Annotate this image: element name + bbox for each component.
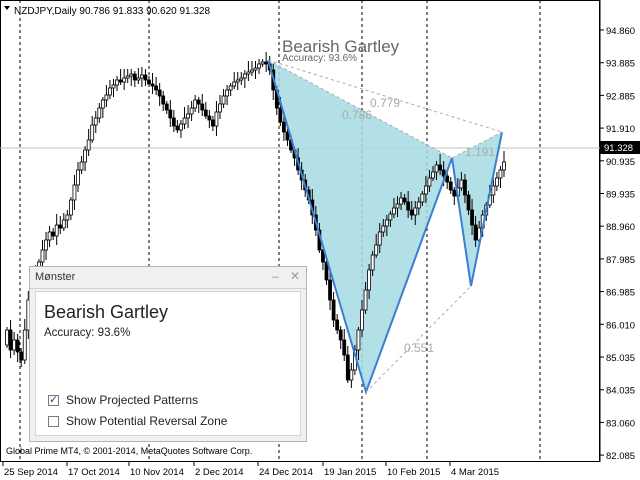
ratio-bc: 0.551 xyxy=(404,341,434,355)
ratio-xb: 0.786 xyxy=(342,108,372,122)
panel-pattern-name: Bearish Gartley xyxy=(44,302,169,322)
option-show-prz[interactable]: Show Potential Reversal Zone xyxy=(48,414,227,428)
price-tick-label: 90.935 xyxy=(606,157,635,168)
option-show-projected-patterns[interactable]: Show Projected Patterns xyxy=(48,393,198,407)
ratio-cd: 1.191 xyxy=(465,145,495,159)
date-tick-label: 25 Sep 2014 xyxy=(4,467,58,478)
pattern-label: Bearish Gartley xyxy=(282,37,400,56)
ratio-xd: 0.779 xyxy=(370,96,400,110)
panel-body: Bearish Gartley Accuracy: 93.6% Show Pro… xyxy=(35,291,301,436)
price-tick-label: 91.910 xyxy=(606,124,635,135)
price-tick-label: 86.010 xyxy=(606,320,635,331)
price-tick-label: 89.935 xyxy=(606,190,635,201)
date-axis: 25 Sep 2014 17 Oct 2014 10 Nov 2014 2 Dec 2… xyxy=(2,462,499,478)
price-tick-label: 88.960 xyxy=(606,222,635,233)
date-tick-label: 10 Nov 2014 xyxy=(130,467,184,478)
panel-header[interactable]: Mønster – ✕ xyxy=(30,267,306,289)
price-tick-label: 84.035 xyxy=(606,386,635,397)
current-price-tag xyxy=(600,141,640,154)
price-tick-label: 92.885 xyxy=(606,91,635,102)
ratio-lines xyxy=(267,59,503,393)
pattern-panel[interactable]: Mønster – ✕ Bearish Gartley Accuracy: 93… xyxy=(29,266,307,442)
price-tick-label: 83.060 xyxy=(606,418,635,429)
date-tick-label: 10 Feb 2015 xyxy=(387,467,440,478)
date-tick-label: 24 Dec 2014 xyxy=(259,467,313,478)
date-tick-label: 2 Dec 2014 xyxy=(195,467,244,478)
pattern-accuracy-label: Accuracy: 93.6% xyxy=(282,53,357,64)
dropdown-triangle-icon[interactable] xyxy=(4,6,10,10)
price-axis: 94.860 93.885 92.885 91.910 90.935 89.935 88.9… xyxy=(600,26,635,462)
date-tick-label: 19 Jan 2015 xyxy=(324,467,376,478)
option-label: Show Projected Patterns xyxy=(66,393,199,407)
minimize-icon[interactable]: – xyxy=(271,269,279,283)
close-icon[interactable]: ✕ xyxy=(289,269,300,283)
price-tick-label: 85.035 xyxy=(606,353,635,364)
date-tick-label: 17 Oct 2014 xyxy=(68,467,120,478)
price-tick-label: 94.860 xyxy=(606,26,635,37)
panel-accuracy: Accuracy: 93.6% xyxy=(44,327,131,339)
price-tick-label: 87.985 xyxy=(606,255,635,266)
price-tick-label: 82.085 xyxy=(606,451,635,462)
panel-title: Mønster xyxy=(35,271,76,283)
checkbox-projected-patterns[interactable] xyxy=(48,393,59,406)
checkbox-prz[interactable] xyxy=(48,415,59,427)
current-price-value: 91.328 xyxy=(604,143,633,154)
option-label: Show Potential Reversal Zone xyxy=(66,414,228,428)
copyright-text: Global Prime MT4, © 2001-2014, MetaQuote… xyxy=(6,446,252,456)
price-tick-label: 86.985 xyxy=(606,288,635,299)
pattern-triangle-xab xyxy=(268,60,452,392)
pattern-triangle-bcd xyxy=(452,132,502,286)
symbol-info: NZDJPY,Daily 90.786 91.833 90.620 91.328 xyxy=(14,6,211,17)
candlesticks xyxy=(5,52,506,388)
price-tick-label: 93.885 xyxy=(606,59,635,70)
date-tick-label: 4 Mar 2015 xyxy=(451,467,499,478)
